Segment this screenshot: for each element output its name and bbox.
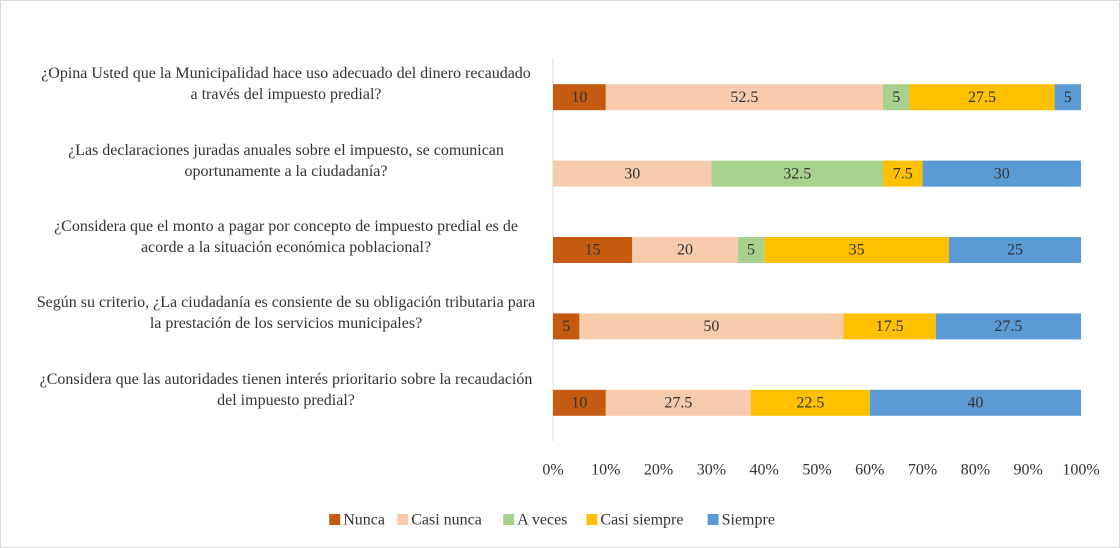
- data-label: 50: [703, 318, 719, 335]
- legend-label: Siempre: [722, 512, 775, 529]
- data-label: 15: [585, 242, 601, 259]
- bar-segment: [553, 389, 606, 416]
- legend-label: A veces: [517, 512, 567, 529]
- bar-segment: [922, 160, 1081, 187]
- data-label: 30: [624, 165, 640, 182]
- data-label: 20: [677, 242, 693, 259]
- bar-segment: [869, 389, 1081, 416]
- legend-label: Casi siempre: [600, 512, 683, 529]
- bar-segment: [605, 84, 883, 111]
- data-label: 5: [1064, 89, 1072, 106]
- bar-segment: [553, 313, 580, 340]
- category-label: ¿Considera que las autoridades tienen in…: [39, 370, 533, 409]
- legend-swatch: [503, 514, 515, 525]
- bar-segment: [605, 389, 751, 416]
- legend-swatch: [397, 514, 409, 525]
- category-label: ¿Las declaraciones juradas anuales sobre…: [68, 141, 504, 180]
- legend-swatch: [586, 514, 598, 525]
- data-label: 27.5: [994, 318, 1022, 335]
- data-label: 5: [892, 89, 900, 106]
- bar-segment: [949, 237, 1081, 263]
- category-label: ¿Opina Usted que la Municipalidad hace u…: [41, 65, 531, 104]
- bar-segment: [909, 84, 1055, 111]
- data-label: 22.5: [796, 394, 824, 411]
- data-label: 27.5: [664, 394, 692, 411]
- data-label: 5: [562, 318, 570, 335]
- bar-segment: [553, 237, 633, 263]
- x-tick-label: 0%: [542, 462, 563, 479]
- x-tick-label: 60%: [855, 462, 884, 479]
- bar-segment: [737, 237, 765, 263]
- bar-segment: [764, 237, 949, 263]
- bar-segment: [751, 389, 870, 416]
- x-tick-label: 30%: [697, 462, 726, 479]
- data-label: 27.5: [968, 89, 996, 106]
- x-tick-label: 40%: [750, 462, 779, 479]
- legend-label: Nunca: [343, 512, 385, 529]
- data-label: 7.5: [893, 165, 913, 182]
- bar-segment: [553, 160, 712, 187]
- bar-segment: [935, 313, 1081, 340]
- x-tick-label: 10%: [591, 462, 620, 479]
- data-label: 35: [849, 242, 865, 259]
- legend-swatch: [707, 514, 719, 525]
- data-label: 10: [571, 394, 587, 411]
- bar-segment: [1054, 84, 1081, 111]
- bar-segment: [843, 313, 936, 340]
- bar-segment: [711, 160, 883, 187]
- bar-segment: [883, 84, 910, 111]
- data-label: 17.5: [876, 318, 904, 335]
- bar-segment: [632, 237, 738, 263]
- data-label: 52.5: [730, 89, 758, 106]
- x-tick-label: 70%: [908, 462, 937, 479]
- x-tick-label: 80%: [961, 462, 990, 479]
- bar-segment: [553, 84, 606, 111]
- data-label: 40: [967, 394, 983, 411]
- data-label: 10: [571, 89, 587, 106]
- x-tick-label: 20%: [644, 462, 673, 479]
- x-tick-label: 50%: [802, 462, 831, 479]
- bar-segment: [883, 160, 923, 187]
- legend-swatch: [329, 514, 341, 525]
- category-label: Según su criterio, ¿La ciudadanía es con…: [36, 294, 536, 333]
- x-tick-label: 90%: [1014, 462, 1043, 479]
- data-label: 32.5: [783, 165, 811, 182]
- legend-label: Casi nunca: [411, 512, 482, 529]
- x-tick-label: 100%: [1062, 462, 1099, 479]
- data-label: 5: [747, 242, 755, 259]
- data-label: 25: [1007, 242, 1023, 259]
- category-label: ¿Considera que el monto a pagar por conc…: [54, 218, 518, 256]
- data-label: 30: [994, 165, 1010, 182]
- bar-segment: [579, 313, 844, 340]
